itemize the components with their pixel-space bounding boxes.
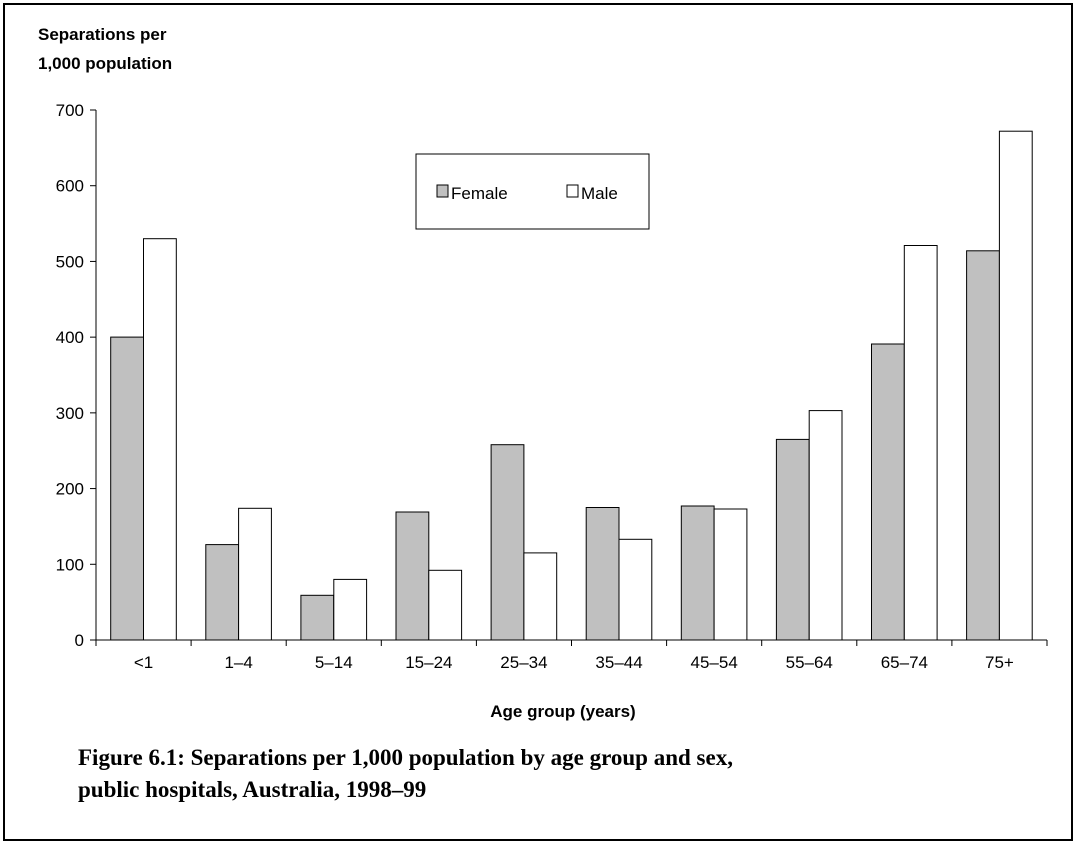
bar-female-5 (586, 508, 619, 641)
legend-swatch-female (437, 185, 448, 197)
figure-caption: Figure 6.1: Separations per 1,000 popula… (78, 742, 978, 806)
x-tick-label: <1 (134, 653, 153, 672)
x-tick-label: 15–24 (405, 653, 452, 672)
y-tick-label: 600 (56, 177, 84, 196)
y-axis-label-line1: Separations per (38, 25, 167, 44)
y-tick-label: 700 (56, 101, 84, 120)
bar-male-9 (999, 131, 1032, 640)
y-axis-label-line2: 1,000 population (38, 54, 172, 73)
bar-female-2 (301, 595, 334, 640)
bar-male-6 (714, 509, 747, 640)
x-tick-label: 1–4 (224, 653, 252, 672)
bar-male-2 (334, 579, 367, 640)
bar-male-4 (524, 553, 557, 640)
legend: Female Male (416, 154, 649, 229)
y-tick-label: 300 (56, 404, 84, 423)
y-tick-label: 400 (56, 328, 84, 347)
bar-female-6 (681, 506, 714, 640)
caption-line-1: Figure 6.1: Separations per 1,000 popula… (78, 742, 978, 774)
x-tick-label: 75+ (985, 653, 1014, 672)
x-tick-label: 25–34 (500, 653, 547, 672)
bar-male-8 (904, 246, 937, 641)
bar-male-0 (144, 239, 177, 640)
bar-female-0 (111, 337, 144, 640)
legend-label-male: Male (581, 184, 618, 203)
x-tick-label: 45–54 (691, 653, 738, 672)
bar-female-8 (872, 344, 905, 640)
x-tick-label: 35–44 (595, 653, 642, 672)
bar-female-1 (206, 545, 239, 640)
bar-female-9 (967, 251, 1000, 640)
bar-male-7 (809, 411, 842, 640)
bar-female-3 (396, 512, 429, 640)
x-tick-label: 5–14 (315, 653, 353, 672)
legend-label-female: Female (451, 184, 508, 203)
bar-male-3 (429, 570, 462, 640)
x-tick-label: 55–64 (786, 653, 833, 672)
legend-swatch-male (567, 185, 578, 197)
x-axis-label: Age group (years) (490, 702, 635, 721)
bar-female-4 (491, 445, 524, 640)
bar-male-5 (619, 539, 652, 640)
y-tick-label: 200 (56, 480, 84, 499)
bar-male-1 (239, 508, 272, 640)
bar-female-7 (776, 439, 809, 640)
y-tick-label: 500 (56, 252, 84, 271)
y-tick-label: 100 (56, 555, 84, 574)
x-tick-label: 65–74 (881, 653, 928, 672)
caption-line-2: public hospitals, Australia, 1998–99 (78, 774, 978, 806)
y-tick-label: 0 (75, 631, 84, 650)
